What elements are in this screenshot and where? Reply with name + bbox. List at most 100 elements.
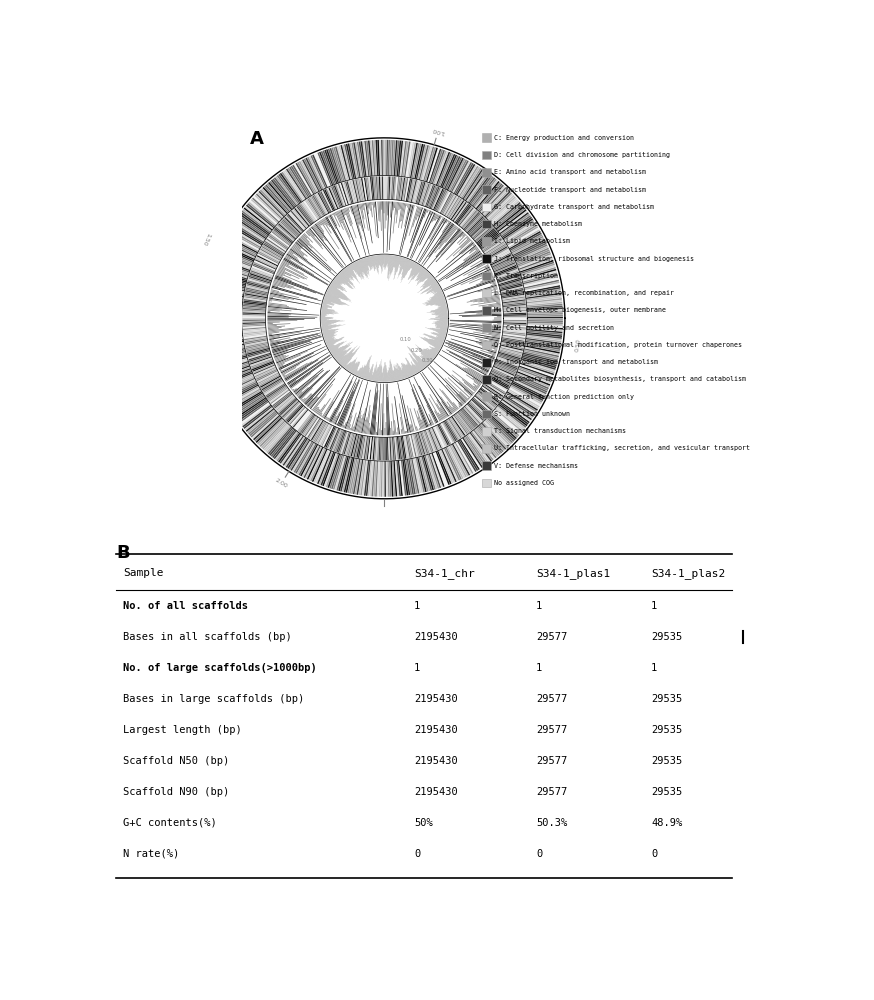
Polygon shape: [347, 360, 355, 370]
Polygon shape: [466, 172, 488, 202]
Polygon shape: [396, 202, 398, 215]
Polygon shape: [331, 147, 343, 182]
Polygon shape: [435, 451, 450, 485]
Polygon shape: [435, 326, 447, 328]
Polygon shape: [467, 295, 499, 303]
Polygon shape: [363, 203, 369, 231]
Polygon shape: [402, 260, 410, 277]
Polygon shape: [468, 433, 490, 463]
Polygon shape: [335, 351, 343, 358]
Polygon shape: [411, 180, 417, 202]
Polygon shape: [489, 198, 517, 223]
FancyBboxPatch shape: [482, 237, 491, 246]
Polygon shape: [411, 365, 416, 374]
Polygon shape: [401, 429, 402, 434]
Polygon shape: [471, 240, 472, 242]
Polygon shape: [291, 166, 310, 197]
Polygon shape: [322, 307, 327, 308]
Polygon shape: [352, 264, 360, 277]
Polygon shape: [466, 435, 488, 465]
Polygon shape: [494, 293, 499, 295]
Polygon shape: [479, 389, 498, 404]
Polygon shape: [226, 384, 259, 402]
Polygon shape: [332, 342, 350, 355]
Polygon shape: [392, 364, 394, 381]
Polygon shape: [447, 419, 461, 439]
Polygon shape: [431, 332, 445, 337]
Polygon shape: [255, 258, 277, 269]
Polygon shape: [440, 423, 453, 443]
Polygon shape: [274, 228, 293, 243]
Polygon shape: [440, 305, 447, 306]
Polygon shape: [435, 426, 446, 447]
Polygon shape: [359, 178, 364, 201]
Polygon shape: [410, 354, 421, 370]
Polygon shape: [269, 295, 288, 300]
Polygon shape: [425, 278, 434, 285]
Polygon shape: [323, 331, 338, 336]
Polygon shape: [270, 333, 321, 345]
Polygon shape: [331, 455, 343, 489]
Polygon shape: [476, 228, 495, 243]
Polygon shape: [244, 298, 267, 302]
Polygon shape: [404, 363, 410, 377]
Polygon shape: [433, 290, 441, 294]
Polygon shape: [494, 363, 516, 373]
Polygon shape: [431, 301, 446, 305]
Polygon shape: [280, 369, 281, 371]
Polygon shape: [349, 434, 356, 456]
Polygon shape: [329, 187, 339, 209]
Text: Scaffold N90 (bp): Scaffold N90 (bp): [122, 787, 229, 797]
Polygon shape: [488, 416, 515, 442]
Polygon shape: [476, 312, 502, 314]
Polygon shape: [525, 339, 561, 346]
Polygon shape: [524, 283, 559, 292]
Polygon shape: [250, 200, 277, 225]
Polygon shape: [326, 339, 337, 344]
Polygon shape: [502, 340, 524, 345]
Polygon shape: [403, 141, 409, 177]
Polygon shape: [431, 308, 447, 311]
Polygon shape: [421, 338, 440, 348]
Polygon shape: [349, 361, 356, 371]
Polygon shape: [371, 256, 373, 267]
Polygon shape: [491, 412, 519, 436]
Polygon shape: [321, 151, 335, 185]
Polygon shape: [471, 399, 489, 416]
Polygon shape: [281, 364, 300, 374]
Polygon shape: [424, 333, 444, 341]
Polygon shape: [346, 403, 356, 429]
Polygon shape: [496, 308, 501, 309]
Polygon shape: [385, 461, 386, 497]
Polygon shape: [527, 319, 563, 320]
Polygon shape: [388, 255, 391, 279]
Polygon shape: [413, 267, 422, 280]
Polygon shape: [310, 227, 312, 229]
Polygon shape: [206, 330, 242, 335]
Polygon shape: [493, 411, 521, 435]
Polygon shape: [493, 261, 515, 271]
Polygon shape: [521, 358, 556, 370]
Polygon shape: [309, 228, 343, 268]
Polygon shape: [397, 177, 401, 200]
Polygon shape: [402, 368, 406, 378]
Polygon shape: [370, 364, 374, 380]
Polygon shape: [401, 363, 407, 378]
Polygon shape: [221, 376, 254, 392]
Polygon shape: [345, 208, 357, 238]
Polygon shape: [350, 180, 356, 203]
Polygon shape: [378, 367, 380, 382]
Polygon shape: [268, 305, 297, 309]
Polygon shape: [430, 328, 447, 332]
Polygon shape: [457, 165, 477, 196]
Polygon shape: [381, 461, 383, 497]
Polygon shape: [481, 369, 488, 374]
Polygon shape: [449, 352, 489, 373]
Polygon shape: [349, 266, 357, 277]
Polygon shape: [345, 363, 350, 368]
Polygon shape: [490, 254, 511, 265]
Text: 1: 1: [414, 663, 420, 673]
Polygon shape: [478, 298, 500, 302]
Polygon shape: [338, 353, 348, 362]
Polygon shape: [462, 354, 490, 368]
